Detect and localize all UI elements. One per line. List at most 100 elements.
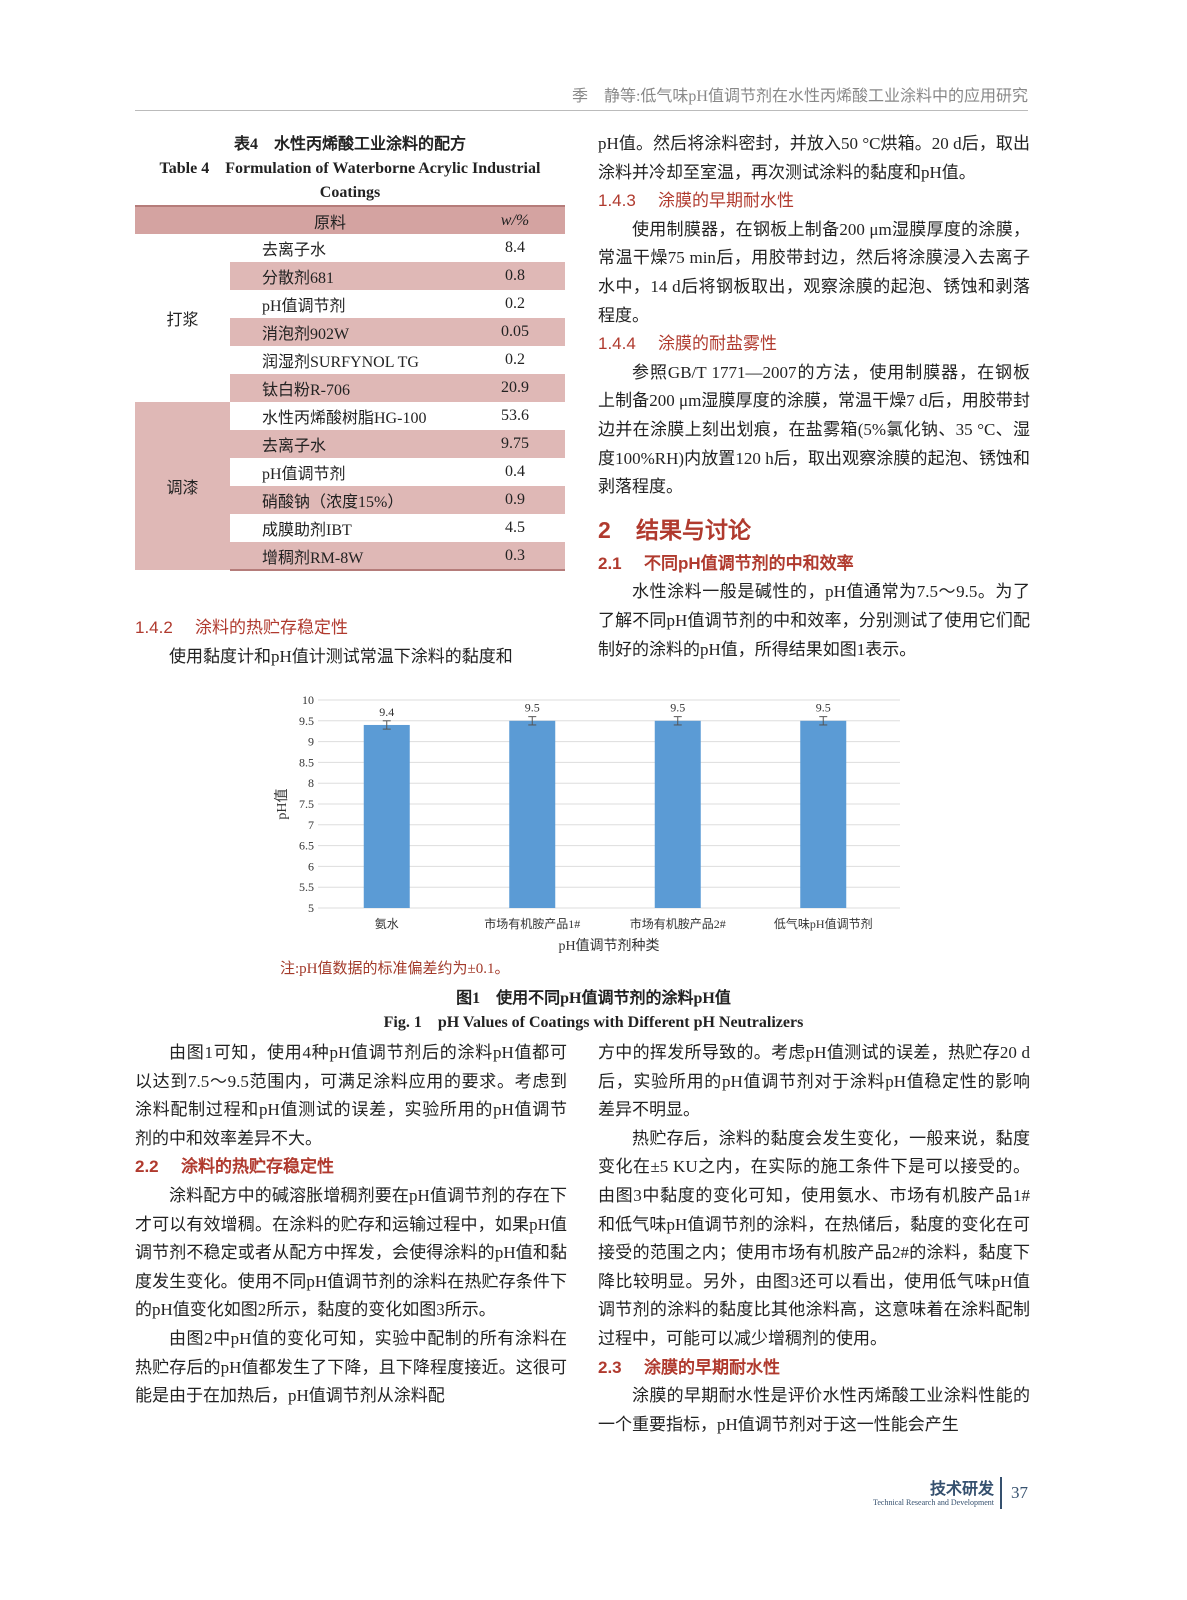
data-label: 9.5	[525, 701, 540, 715]
data-label: 9.5	[816, 701, 831, 715]
y-axis-label: pH值	[274, 788, 290, 819]
table-row: 润湿剂SURFYNOL TG 0.2	[135, 346, 565, 374]
figure-caption-cn: 图1 使用不同pH值调节剂的涂料pH值	[456, 990, 731, 1007]
material-cell: 去离子水	[262, 242, 327, 259]
table-row: pH值调节剂 0.2	[135, 290, 565, 318]
x-axis-label: pH值调节剂种类	[558, 938, 659, 954]
x-tick-label: 低气味pH值调节剂	[774, 916, 873, 931]
y-tick-label: 6.5	[299, 839, 314, 853]
data-label: 9.4	[379, 705, 394, 719]
material-cell: 水性丙烯酸树脂HG-100	[262, 410, 427, 427]
y-tick-label: 9	[308, 735, 314, 749]
y-tick-label: 7	[308, 818, 314, 832]
y-tick-label: 9.5	[299, 714, 314, 728]
table-caption-en: Table 4 Formulation of Waterborne Acryli…	[159, 160, 541, 201]
paragraph: 方中的挥发所导致的。考虑pH值测试的误差，热贮存20 d后，实验所用的pH值调节…	[598, 1043, 1030, 1120]
paragraph: 由图1可知，使用4种pH值调节剂后的涂料pH值都可以达到7.5～9.5范围内，可…	[135, 1043, 567, 1148]
material-cell: pH值调节剂	[262, 298, 346, 315]
weight-cell: 0.2	[505, 295, 525, 312]
group-label: 打浆	[166, 312, 199, 329]
table-row: pH值调节剂 0.4	[135, 458, 565, 486]
weight-cell: 9.75	[465, 430, 565, 458]
figure-caption-en: Fig. 1 pH Values of Coatings with Differ…	[383, 1014, 804, 1031]
right-top-text: pH值。然后将涂料密封，并放入50 °C烘箱。20 d后，取出涂料并冷却至室温，…	[598, 130, 1030, 664]
bar	[654, 720, 701, 908]
bar	[509, 720, 556, 908]
weight-cell: 0.4	[505, 463, 525, 480]
col-header-weight: w/%	[465, 205, 565, 234]
page-number: 37	[1011, 1483, 1028, 1502]
bar	[800, 720, 847, 908]
y-tick-label: 5.5	[299, 880, 314, 894]
col-header-material: 原料	[135, 205, 465, 234]
paragraph: pH值。然后将涂料密封，并放入50 °C烘箱。20 d后，取出涂料并冷却至室温，…	[598, 134, 1030, 182]
material-cell: 成膜助剂IBT	[262, 522, 352, 539]
running-header: 季 静等:低气味pH值调节剂在水性丙烯酸工业涂料中的应用研究	[135, 82, 1028, 111]
heading-1-4-3: 1.4.3 涂膜的早期耐水性	[598, 191, 794, 211]
left-top-text: 1.4.2 涂料的热贮存稳定性 使用黏度计和pH值计测试常温下涂料的黏度和	[135, 614, 567, 671]
right-bottom-text: 方中的挥发所导致的。考虑pH值测试的误差，热贮存20 d后，实验所用的pH值调节…	[598, 1039, 1030, 1439]
table-caption-cn: 表4 水性丙烯酸工业涂料的配方	[233, 136, 466, 153]
x-tick-label: 市场有机胺产品2#	[630, 916, 726, 931]
weight-cell: 0.9	[465, 486, 565, 514]
material-cell: 润湿剂SURFYNOL TG	[262, 354, 419, 371]
table-row: 增稠剂RM-8W 0.3	[135, 542, 565, 571]
paragraph: 使用黏度计和pH值计测试常温下涂料的黏度和	[169, 646, 513, 666]
x-tick-label: 氨水	[375, 917, 399, 931]
formulation-table: 原料 w/% 打浆 去离子水 8.4 分散剂681 0.8 pH值调节剂 0.2 消泡剂902…	[135, 205, 565, 571]
x-tick-label: 市场有机胺产品1#	[484, 916, 580, 931]
heading-1-4-2: 1.4.2 涂料的热贮存稳定性	[135, 618, 348, 637]
material-cell: pH值调节剂	[262, 466, 346, 483]
paragraph: 涂膜的早期耐水性是评价水性丙烯酸工业涂料性能的一个重要指标，pH值调节剂对于这一…	[598, 1386, 1030, 1434]
table-row: 去离子水 9.75	[135, 430, 565, 458]
heading-1-4-4: 1.4.4 涂膜的耐盐雾性	[598, 334, 777, 354]
table-caption: 表4 水性丙烯酸工业涂料的配方 Table 4 Formulation of W…	[135, 133, 565, 205]
weight-cell: 0.2	[505, 351, 525, 368]
heading-2-2: 2.2 涂料的热贮存稳定性	[135, 1157, 334, 1177]
y-tick-label: 10	[302, 693, 314, 707]
table-row: 硝酸钠（浓度15%） 0.9	[135, 486, 565, 514]
material-cell: 增稠剂RM-8W	[230, 542, 465, 571]
paragraph: 涂料配方中的碱溶胀增稠剂要在pH值调节剂的存在下才可以有效增稠。在涂料的贮存和运…	[135, 1185, 567, 1320]
table-row: 打浆 去离子水 8.4	[135, 234, 565, 329]
material-cell: 分散剂681	[230, 262, 465, 290]
footer-divider	[1000, 1477, 1002, 1509]
paragraph: 由图2中pH值的变化可知，实验中配制的所有涂料在热贮存后的pH值都发生了下降，且…	[135, 1328, 567, 1406]
footer-section-cn: 技术研发	[929, 1481, 994, 1498]
y-tick-label: 8	[308, 776, 314, 790]
weight-cell: 0.8	[465, 262, 565, 290]
table-row: 成膜助剂IBT 4.5	[135, 514, 565, 542]
material-cell: 去离子水	[230, 430, 465, 458]
material-cell: 消泡剂902W	[230, 318, 465, 346]
paragraph: 水性涂料一般是碱性的，pH值通常为7.5～9.5。为了了解不同pH值调节剂的中和…	[598, 582, 1030, 659]
table-row: 分散剂681 0.8	[135, 262, 565, 290]
weight-cell: 4.5	[505, 519, 525, 536]
footer-section-en: Technical Research and Development	[873, 1498, 994, 1507]
paragraph: 参照GB/T 1771—2007的方法，使用制膜器，在钢板上制备200 μm湿膜…	[598, 362, 1030, 497]
table-row: 消泡剂902W 0.05	[135, 318, 565, 346]
y-tick-label: 6	[308, 859, 314, 873]
left-bottom-text: 由图1可知，使用4种pH值调节剂后的涂料pH值都可以达到7.5～9.5范围内，可…	[135, 1039, 567, 1411]
weight-cell: 8.4	[505, 239, 525, 256]
figure-note: 注:pH值数据的标准偏差约为±0.1。	[280, 961, 510, 977]
table-row: 钛白粉R-706 20.9	[135, 374, 565, 402]
y-tick-label: 5	[308, 901, 314, 915]
table-row: 调漆 水性丙烯酸树脂HG-100 53.6	[135, 402, 565, 570]
material-cell: 硝酸钠（浓度15%）	[230, 486, 465, 514]
page-footer: 技术研发 Technical Research and Development …	[820, 1475, 1030, 1515]
ph-bar-chart: 5 5.5 6 6.5 7 7.5 8 8.5 9 9.5 10 9.4 氨水 9.5 市场有机胺产品1# 9…	[274, 693, 900, 954]
group-label: 调漆	[135, 402, 230, 570]
y-tick-label: 7.5	[299, 797, 314, 811]
weight-cell: 0.05	[465, 318, 565, 346]
paragraph: 使用制膜器，在钢板上制备200 μm湿膜厚度的涂膜，常温干燥75 min后，用胶…	[598, 219, 1030, 325]
data-label: 9.5	[670, 701, 685, 715]
weight-cell: 20.9	[465, 374, 565, 402]
heading-2-3: 2.3 涂膜的早期耐水性	[598, 1357, 780, 1377]
heading-2-1: 2.1 不同pH值调节剂的中和效率	[598, 553, 854, 573]
bar	[363, 724, 410, 908]
weight-cell: 0.3	[465, 542, 565, 571]
y-tick-label: 8.5	[299, 755, 314, 769]
weight-cell: 53.6	[501, 407, 529, 424]
paragraph: 热贮存后，涂料的黏度会发生变化，一般来说，黏度变化在±5 KU之内，在实际的施工…	[598, 1128, 1030, 1348]
material-cell: 钛白粉R-706	[230, 374, 465, 402]
